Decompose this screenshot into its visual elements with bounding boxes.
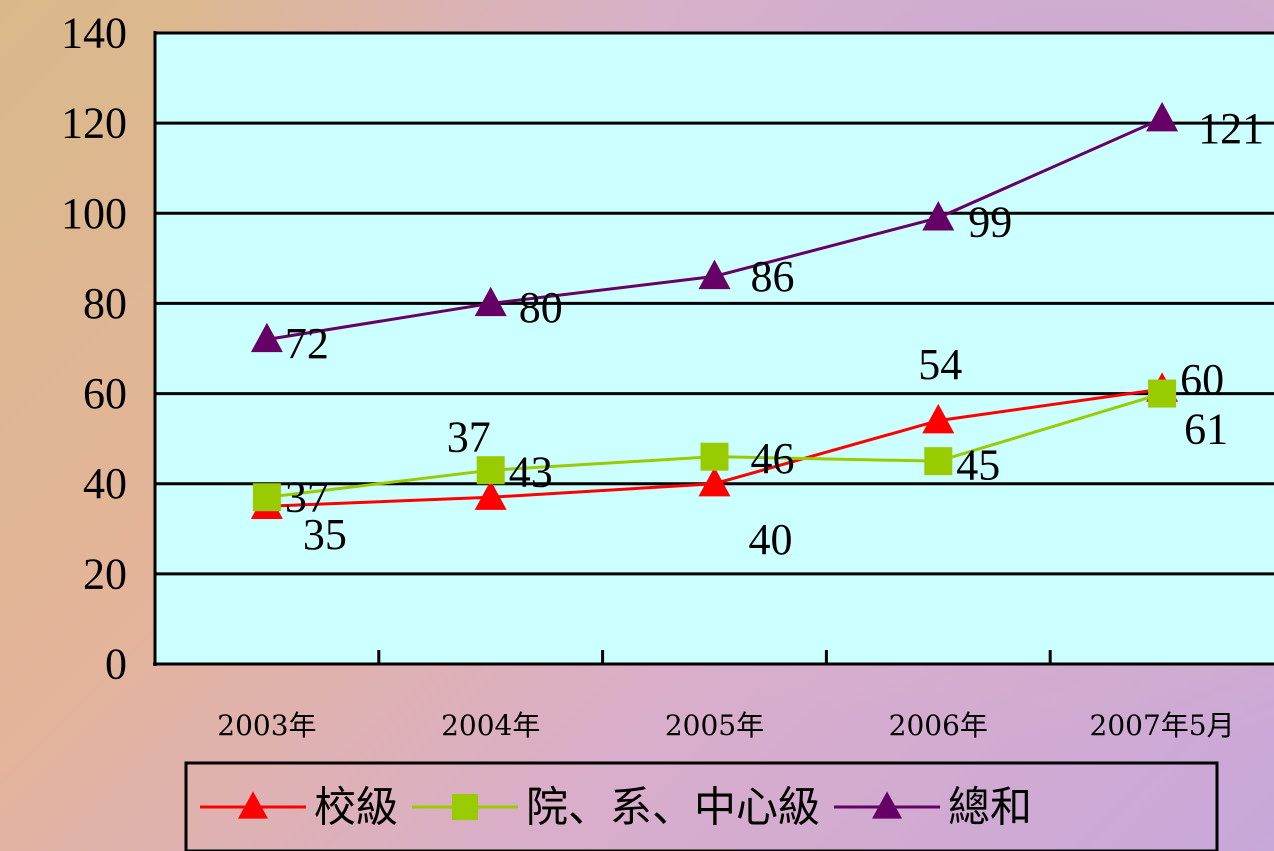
data-point [252,483,281,512]
legend-label: 校級 [314,783,398,832]
legend-marker [452,794,479,820]
data-label: 86 [751,252,795,301]
legend: 校級 院、系、中心級 總和 [184,761,1219,851]
axes [153,31,1274,666]
x-axis-ticks: 2003年 2004年 2005年 2006年 2007年5月 [217,709,1234,742]
data-point [250,322,283,353]
data-point [476,456,505,485]
y-tick-label: 60 [83,369,127,418]
data-point [698,259,731,290]
y-axis-ticks: 0 20 40 60 80 100 120 140 [61,9,127,689]
data-label: 99 [968,197,1012,246]
data-label: 60 [1180,355,1224,404]
data-label: 37 [285,473,329,522]
plot-area [155,33,1274,664]
y-tick-label: 0 [105,640,127,689]
data-point [922,201,955,231]
data-point [1148,379,1177,408]
y-tick-label: 100 [61,189,127,238]
x-tick-label: 2007年5月 [1090,709,1235,742]
x-tick-label: 2005年 [665,709,764,742]
data-label: 35 [303,510,347,559]
data-point [474,480,507,510]
data-label: 46 [751,434,795,483]
series-layer [250,101,1179,519]
data-label: 43 [509,448,553,497]
data-label: 37 [447,413,491,462]
y-tick-label: 80 [83,279,127,328]
data-point [924,447,953,476]
x-tick-label: 2003年 [217,709,316,742]
legend-marker [872,791,903,819]
legend-label: 院、系、中心級 [526,783,820,832]
data-label: 61 [1184,405,1228,454]
data-label: 40 [749,515,793,564]
data-label: 72 [285,319,329,368]
data-point [1146,101,1179,132]
x-tick-label: 2004年 [441,709,540,742]
y-tick-label: 140 [61,9,127,58]
data-point [922,403,955,434]
data-label: 45 [956,441,1000,490]
data-point [474,286,507,317]
legend-label: 總和 [948,783,1032,832]
data-point [700,442,729,471]
data-label: 54 [918,340,962,389]
data-point [698,467,731,497]
data-label: 121 [1198,104,1264,153]
y-tick-label: 20 [83,549,127,598]
y-tick-label: 40 [83,459,127,508]
y-tick-label: 120 [61,99,127,148]
legend-box [184,761,1219,851]
legend-marker [238,791,268,819]
data-label: 80 [519,283,563,332]
x-tick-label: 2006年 [889,709,988,742]
